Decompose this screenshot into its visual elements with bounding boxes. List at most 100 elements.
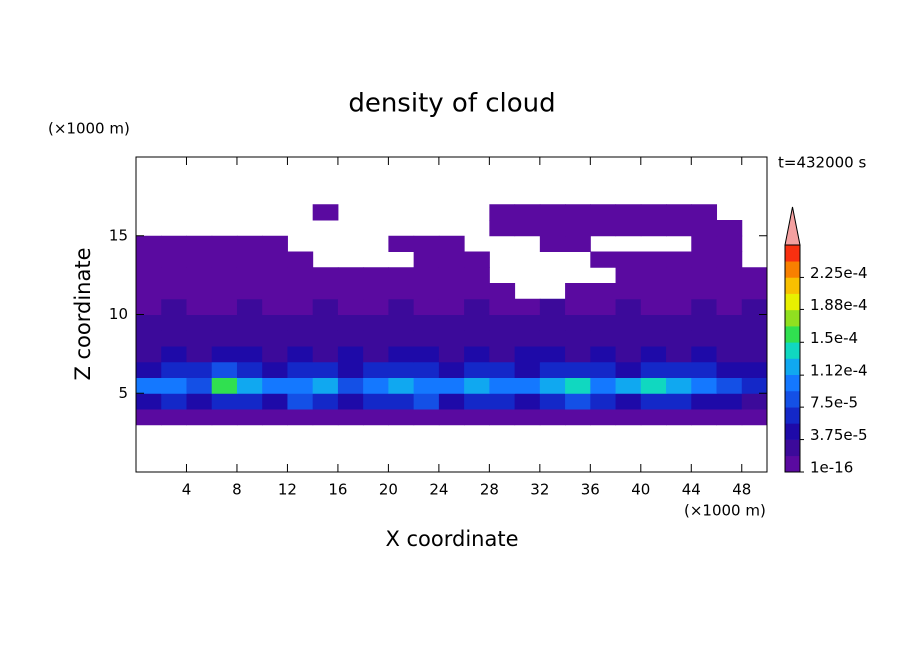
contour-cell xyxy=(186,330,213,347)
contour-cell xyxy=(136,251,162,268)
contour-cell xyxy=(640,220,667,237)
contour-cell xyxy=(186,409,213,426)
contour-cell xyxy=(590,377,617,394)
contour-cell xyxy=(489,377,516,394)
x-tick-label: 4 xyxy=(182,481,192,499)
contour-cell xyxy=(691,409,718,426)
contour-cell xyxy=(640,377,667,394)
contour-cell xyxy=(741,267,768,284)
contour-cell xyxy=(211,283,238,300)
contour-cell xyxy=(691,393,718,410)
contour-cell xyxy=(211,314,238,331)
contour-cell xyxy=(615,251,642,268)
x-tick-label: 12 xyxy=(278,481,297,499)
contour-cell xyxy=(413,393,440,410)
contour-cell xyxy=(514,204,541,221)
contour-cell xyxy=(691,298,718,315)
contour-cell xyxy=(136,361,162,378)
contour-cell xyxy=(691,204,718,221)
contour-cell xyxy=(161,409,187,426)
contour-cell xyxy=(262,314,288,331)
contour-cell xyxy=(716,346,743,363)
contour-cell xyxy=(489,393,516,410)
colorbar-band xyxy=(785,309,800,327)
contour-cell xyxy=(716,283,743,300)
colorbar-tick-label: 7.5e-5 xyxy=(810,394,858,412)
contour-cell xyxy=(565,298,591,315)
contour-cell xyxy=(666,267,692,284)
x-tick-label: 36 xyxy=(581,481,600,499)
contour-cell xyxy=(136,346,162,363)
colorbar-band xyxy=(785,374,800,392)
contour-cell xyxy=(236,235,263,252)
contour-cell xyxy=(161,346,187,363)
contour-cell xyxy=(489,361,516,378)
contour-cell xyxy=(666,314,692,331)
contour-cell xyxy=(514,393,541,410)
contour-cell xyxy=(565,314,591,331)
contour-cell xyxy=(312,330,339,347)
contour-cell xyxy=(337,393,364,410)
contour-cell xyxy=(489,409,516,426)
contour-cell xyxy=(514,298,541,315)
contour-cell xyxy=(211,330,238,347)
contour-cell xyxy=(666,409,692,426)
contour-cell xyxy=(186,283,213,300)
x-tick-label: 48 xyxy=(732,481,751,499)
contour-cell xyxy=(590,251,617,268)
x-tick-label: 28 xyxy=(480,481,499,499)
contour-cell xyxy=(262,267,288,284)
contour-cell xyxy=(565,204,591,221)
contour-cell xyxy=(615,204,642,221)
contour-cell xyxy=(236,377,263,394)
contour-cell xyxy=(741,393,768,410)
contour-cell xyxy=(691,361,718,378)
contour-cell xyxy=(666,298,692,315)
contour-cell xyxy=(539,298,566,315)
contour-cell xyxy=(236,330,263,347)
contour-cell xyxy=(691,251,718,268)
contour-cell xyxy=(161,361,187,378)
contour-cell xyxy=(186,298,213,315)
contour-cell xyxy=(337,361,364,378)
contour-cell xyxy=(666,346,692,363)
contour-cell xyxy=(363,330,389,347)
contour-cell xyxy=(489,314,516,331)
contour-cell xyxy=(161,314,187,331)
contour-cell xyxy=(136,330,162,347)
contour-cell xyxy=(640,409,667,426)
colorbar-band xyxy=(785,390,800,408)
contour-cell xyxy=(741,330,768,347)
contour-cell xyxy=(388,267,415,284)
contour-cell xyxy=(741,346,768,363)
contour-cell xyxy=(565,220,591,237)
contour-cell xyxy=(539,314,566,331)
contour-cell xyxy=(716,330,743,347)
contour-cell xyxy=(640,298,667,315)
contour-cell xyxy=(312,393,339,410)
contour-cell xyxy=(565,283,591,300)
contour-cell xyxy=(363,298,389,315)
contour-cell xyxy=(514,346,541,363)
x-tick-label: 40 xyxy=(631,481,650,499)
contour-cell xyxy=(464,377,490,394)
contour-cell xyxy=(615,377,642,394)
contour-cell xyxy=(716,251,743,268)
contour-cell xyxy=(438,409,465,426)
contour-cell xyxy=(464,330,490,347)
contour-cell xyxy=(590,220,617,237)
contour-cell xyxy=(186,235,213,252)
contour-cell xyxy=(666,283,692,300)
contour-cell xyxy=(716,314,743,331)
contour-cell xyxy=(413,346,440,363)
contour-cell xyxy=(363,361,389,378)
contour-cell xyxy=(161,377,187,394)
contour-cell xyxy=(337,409,364,426)
contour-cell xyxy=(489,204,516,221)
x-tick-label: 32 xyxy=(530,481,549,499)
contour-cell xyxy=(539,235,566,252)
contour-cell xyxy=(539,204,566,221)
contour-cell xyxy=(337,283,364,300)
y-tick-label: 5 xyxy=(118,384,128,402)
contour-cell xyxy=(539,330,566,347)
